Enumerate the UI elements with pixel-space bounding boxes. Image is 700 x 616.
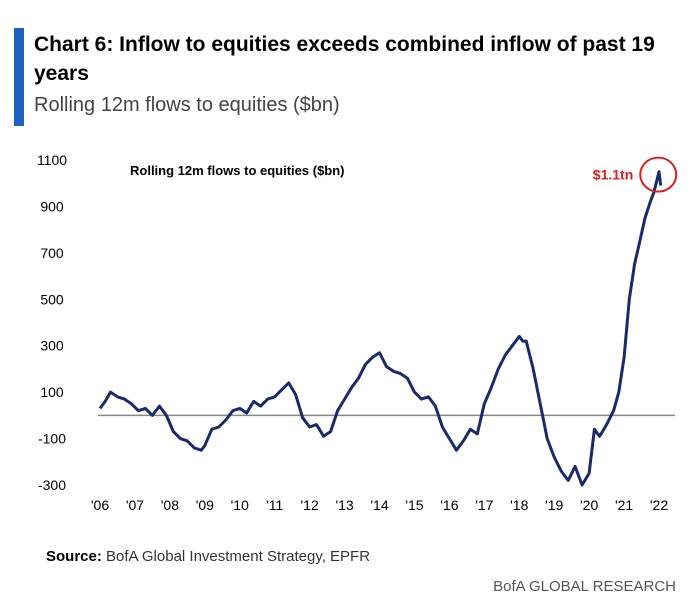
- x-tick-label: '14: [370, 497, 388, 513]
- y-tick-label: 900: [40, 198, 64, 214]
- y-tick-label: 700: [40, 245, 64, 261]
- x-tick-label: '10: [231, 497, 249, 513]
- y-tick-label: -100: [38, 431, 66, 447]
- page-title: Chart 6: Inflow to equities exceeds comb…: [34, 33, 655, 85]
- x-tick-label: '18: [510, 497, 528, 513]
- y-tick-label: 300: [40, 338, 64, 354]
- x-tick-label: '16: [440, 497, 458, 513]
- y-axis-ticks: 1100 900 700 500 300 100 -100 -300: [37, 152, 67, 493]
- x-tick-label: '17: [475, 497, 493, 513]
- accent-bar: [14, 28, 24, 126]
- source-note: Source: BofA Global Investment Strategy,…: [46, 548, 370, 565]
- x-tick-label: '20: [580, 497, 598, 513]
- line-chart: 1100 900 700 500 300 100 -100 -300 '06 '07 '08 '09…: [37, 152, 678, 513]
- annotation-label: $1.1tn: [593, 167, 633, 183]
- x-tick-label: '15: [405, 497, 423, 513]
- x-tick-label: '08: [161, 497, 179, 513]
- x-tick-label: '07: [126, 497, 144, 513]
- series-line: [98, 170, 663, 487]
- x-tick-label: '06: [91, 497, 109, 513]
- chart-inner-title: Rolling 12m flows to equities ($bn): [130, 163, 345, 178]
- source-label: Source:: [46, 548, 102, 565]
- x-tick-label: '19: [545, 497, 563, 513]
- x-tick-label: '21: [615, 497, 633, 513]
- footer-brand: BofA GLOBAL RESEARCH: [493, 578, 676, 595]
- x-tick-label: '13: [335, 497, 353, 513]
- x-tick-label: '09: [196, 497, 214, 513]
- source-text: BofA Global Investment Strategy, EPFR: [106, 548, 371, 565]
- y-tick-label: -300: [38, 477, 66, 493]
- x-axis-ticks: '06 '07 '08 '09 '10 '11 '12 '13 '14 '15 '16 '17 '18 '…: [91, 497, 668, 513]
- y-tick-label: 1100: [37, 152, 67, 168]
- annotation-circle: [639, 156, 678, 193]
- x-tick-label: '22: [650, 497, 668, 513]
- x-tick-label: '12: [301, 497, 319, 513]
- page-subtitle: Rolling 12m flows to equities ($bn): [34, 94, 340, 116]
- y-tick-label: 100: [40, 384, 64, 400]
- x-tick-label: '11: [266, 497, 283, 513]
- y-tick-label: 500: [40, 291, 64, 307]
